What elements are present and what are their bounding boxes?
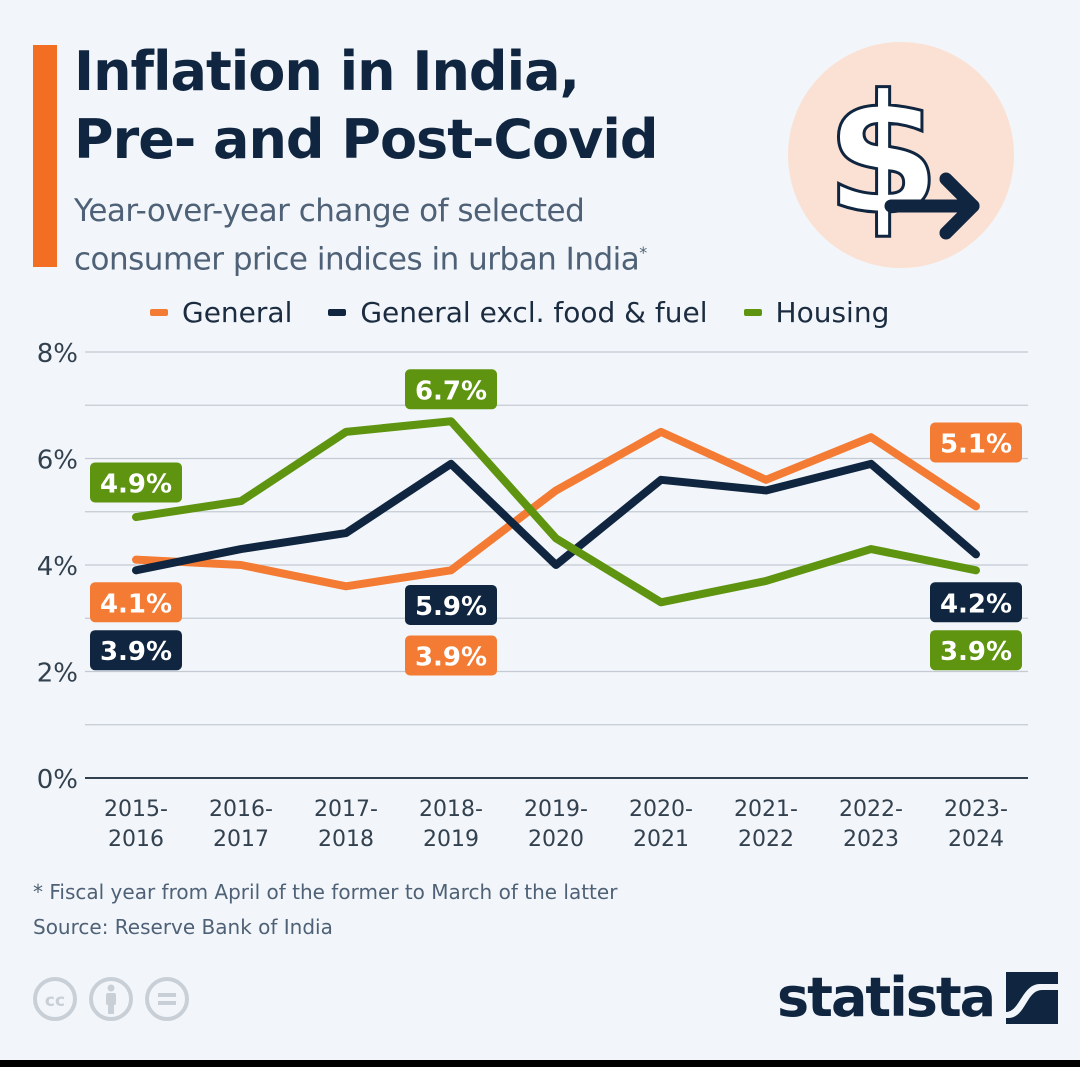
x-tick-label: 2023- [944, 797, 1008, 822]
data-label-box-housing [405, 369, 497, 410]
svg-text:$: $ [826, 59, 941, 251]
x-tick-label: 2015- [104, 797, 168, 822]
x-tick-label: 2023 [843, 827, 899, 852]
x-tick-label: 2022- [839, 797, 903, 822]
x-tick-label: 2019 [423, 827, 479, 852]
y-tick-label: 6% [37, 446, 78, 476]
legend-label-excl-food-fuel: General excl. food & fuel [360, 296, 708, 329]
data-label-housing: 6.7% [415, 376, 487, 406]
data-label-box-housing [90, 462, 182, 503]
chart-legend: General General excl. food & fuel Housin… [150, 296, 889, 329]
data-label-excl: 5.9% [415, 592, 487, 622]
x-tick-label: 2024 [948, 827, 1004, 852]
dollar-arrow-right-icon: $ [824, 58, 980, 253]
footnote: * Fiscal year from April of the former t… [33, 880, 618, 904]
y-tick-label: 8% [37, 339, 78, 369]
x-tick-label: 2020- [629, 797, 693, 822]
data-label-box-general [930, 422, 1022, 463]
subtitle-line-1: Year-over-year change of selected [74, 193, 585, 229]
source-link[interactable]: Source: Reserve Bank of India [33, 915, 333, 939]
x-tick-label: 2017 [213, 827, 269, 852]
title-line-2: Pre- and Post-Covid [74, 108, 659, 171]
data-label-box-general [90, 582, 182, 623]
y-tick-label: 2% [37, 659, 78, 689]
x-tick-label: 2016 [108, 827, 164, 852]
data-label-excl: 4.2% [940, 589, 1012, 619]
hero-illustration: $ [788, 42, 1014, 268]
bottom-border [0, 1060, 1080, 1067]
data-label-general: 5.1% [940, 430, 1012, 460]
data-label-box-excl [90, 630, 182, 671]
x-tick-label: 2018 [318, 827, 374, 852]
legend-swatch-housing [743, 309, 762, 316]
legend-item-general: General [150, 296, 292, 329]
legend-label-housing: Housing [775, 296, 890, 329]
subtitle-footnote-marker: * [639, 243, 647, 262]
x-tick-label: 2022 [738, 827, 794, 852]
chart-subtitle: Year-over-year change of selected consum… [74, 190, 647, 280]
data-label-box-excl [405, 584, 497, 625]
legend-item-excl-food-fuel: General excl. food & fuel [328, 296, 708, 329]
subtitle-line-2: consumer price indices in urban India [74, 241, 640, 278]
statista-mark-icon [1006, 972, 1059, 1024]
data-label-general: 4.1% [100, 589, 172, 619]
x-tick-label: 2021- [734, 797, 798, 822]
title-accent-bar [33, 45, 57, 267]
line-chart: 0% 2% 4% 6% 8% 2015- 2016 2016- 2017 2017- 2018 201… [37, 339, 1028, 852]
x-tick-label: 2019- [524, 797, 588, 822]
y-tick-label: 4% [37, 552, 78, 582]
cc-icon[interactable]: cc [32, 976, 78, 1022]
svg-text:cc: cc [45, 991, 65, 1011]
chart-title: Inflation in India, Pre- and Post-Covid [74, 38, 659, 174]
data-label-box-housing [930, 630, 1022, 671]
x-tick-label: 2021 [633, 827, 689, 852]
data-label-box-excl [930, 582, 1022, 623]
x-tick-label: 2020 [528, 827, 584, 852]
data-label-general: 3.9% [415, 643, 487, 673]
data-label-excl: 3.9% [100, 637, 172, 667]
statista-logo[interactable]: statista [777, 966, 1059, 1029]
legend-swatch-excl-food-fuel [328, 309, 347, 316]
data-label-housing: 4.9% [100, 469, 172, 499]
attribution-icon[interactable] [88, 976, 134, 1022]
y-tick-label: 0% [37, 765, 78, 795]
legend-item-housing: Housing [743, 296, 890, 329]
x-tick-label: 2018- [419, 797, 483, 822]
x-tick-label: 2016- [209, 797, 273, 822]
data-label-housing: 3.9% [940, 637, 1012, 667]
brand-wordmark: statista [777, 966, 996, 1029]
title-line-1: Inflation in India, [74, 40, 580, 103]
data-label-box-general [405, 635, 497, 676]
legend-label-general: General [182, 296, 293, 329]
license-icons: cc [32, 976, 190, 1022]
no-derivatives-icon[interactable] [144, 976, 190, 1022]
legend-swatch-general [150, 309, 168, 316]
x-tick-label: 2017- [314, 797, 378, 822]
